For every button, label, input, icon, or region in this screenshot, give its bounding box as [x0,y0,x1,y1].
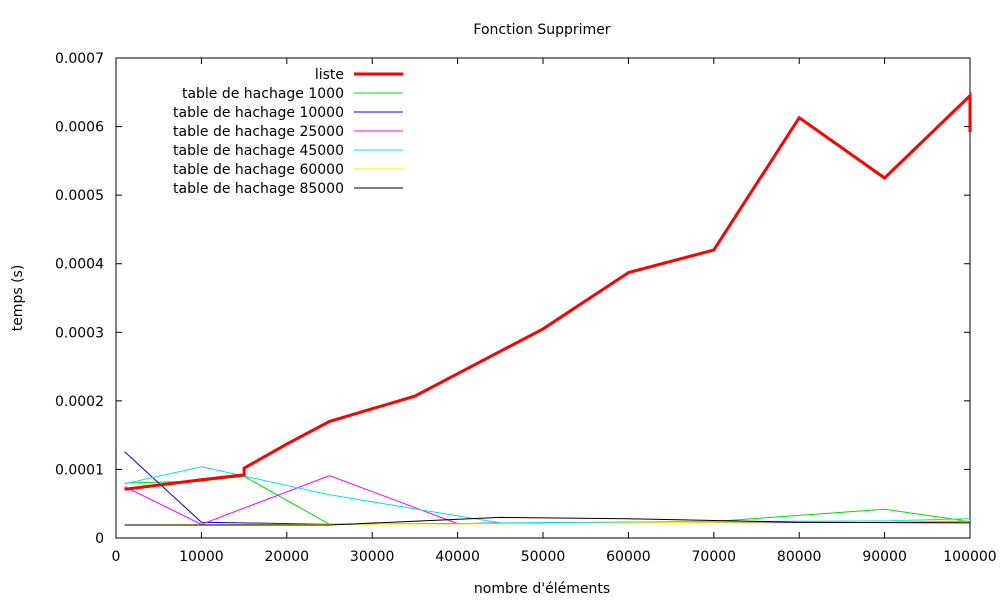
y-tick-label: 0.0004 [55,257,104,273]
x-tick-label: 40000 [435,549,480,565]
x-tick-label: 70000 [692,549,737,565]
legend: liste table de hachage 1000 table de hacha… [173,67,403,197]
y-axis-label: temps (s) [10,265,26,332]
series-line-3 [124,475,971,525]
y-tick-label: 0.0001 [55,462,104,478]
y-tick-label: 0.0003 [55,325,104,341]
y-tick-label: 0.0006 [55,120,104,136]
x-tick-label: 50000 [521,549,566,565]
x-tick-label: 10000 [179,549,224,565]
x-tick-label: 90000 [862,549,907,565]
x-tick-label: 0 [112,549,121,565]
x-tick-label: 60000 [606,549,651,565]
legend-label-0: liste [315,67,344,83]
plot-area: 0 10000 20000 30000 40000 50000 60000 70000 8000… [55,51,997,565]
series-line-6 [124,516,971,526]
y-tick-label: 0.0005 [55,188,104,204]
chart-title: Fonction Supprimer [473,22,610,38]
series-line-0 [124,92,972,491]
series-line-4 [124,466,971,524]
y-tick-label: 0.0002 [55,394,104,410]
x-axis-label: nombre d'éléments [474,581,610,597]
series-line-1 [124,475,971,525]
x-tick-label: 100000 [943,549,996,565]
legend-label-6: table de hachage 85000 [173,181,344,197]
legend-label-2: table de hachage 10000 [173,105,344,121]
x-tick-label: 30000 [350,549,395,565]
legend-label-1: table de hachage 1000 [182,86,344,102]
legend-label-5: table de hachage 60000 [173,162,344,178]
x-tick-label: 80000 [777,549,822,565]
x-tick-label: 20000 [265,549,310,565]
legend-label-3: table de hachage 25000 [173,124,344,140]
y-tick-label: 0.0007 [55,51,104,67]
legend-label-4: table de hachage 45000 [173,143,344,159]
y-tick-label: 0 [95,531,104,547]
series-line-5 [124,520,971,526]
